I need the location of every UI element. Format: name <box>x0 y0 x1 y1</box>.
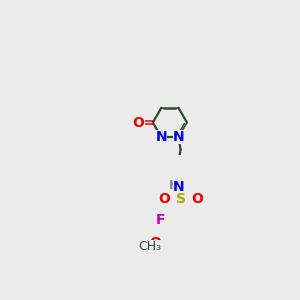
Text: N: N <box>156 130 167 144</box>
Text: O: O <box>191 192 203 206</box>
Text: F: F <box>155 213 165 227</box>
Text: O: O <box>133 116 145 130</box>
Text: CH₃: CH₃ <box>139 240 162 253</box>
Text: S: S <box>176 192 186 206</box>
Text: O: O <box>158 192 170 206</box>
Text: N: N <box>172 130 184 144</box>
Text: O: O <box>150 236 161 250</box>
Text: H: H <box>169 179 180 192</box>
Text: N: N <box>173 180 185 194</box>
